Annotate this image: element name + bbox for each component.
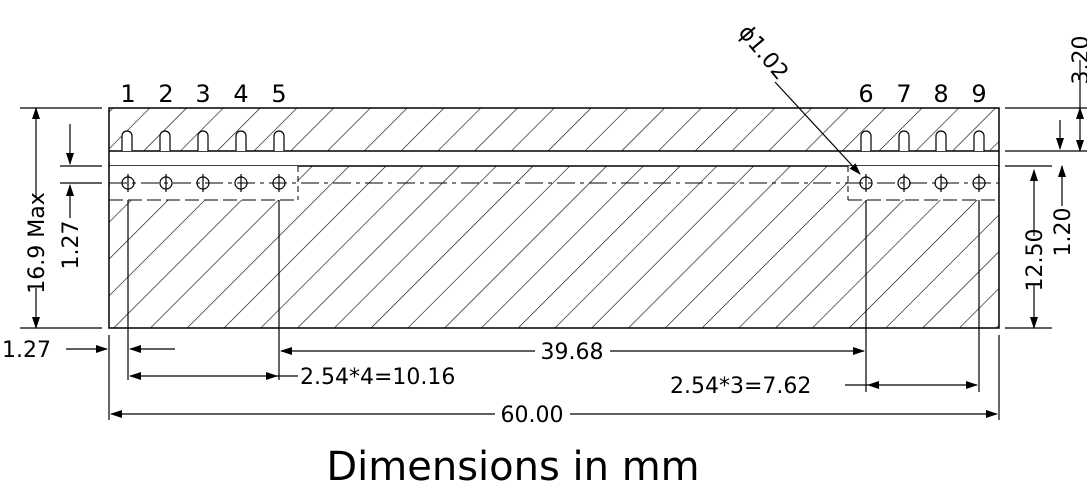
- pin-label-1: 1: [120, 80, 135, 108]
- dim-10-16: 2.54*4=10.16: [300, 365, 455, 390]
- pins-left: [121, 130, 286, 192]
- pin-label-7: 7: [896, 80, 911, 108]
- pin-label-5: 5: [271, 80, 286, 108]
- pins-right: [859, 130, 986, 192]
- pin-label-6: 6: [858, 80, 873, 108]
- dim-1-27-horizontal: 1.27: [2, 338, 51, 363]
- dim-3-20: 3.20: [1069, 36, 1087, 85]
- caption: Dimensions in mm: [326, 444, 699, 490]
- connector-body: [108, 107, 1000, 329]
- right-vertical-dimensions: [1005, 60, 1087, 329]
- dim-7-62: 2.54*3=7.62: [670, 374, 811, 399]
- dim-1-27-vertical: 1.27: [59, 221, 84, 270]
- pin-label-3: 3: [195, 80, 210, 108]
- pin-label-2: 2: [158, 80, 173, 108]
- diameter-label: ϕ1.02: [733, 20, 793, 85]
- horizontal-dimensions: [66, 200, 1000, 420]
- dim-39-68: 39.68: [541, 340, 604, 365]
- left-vertical-dimensions: [20, 107, 102, 329]
- dim-60-00: 60.00: [501, 403, 564, 428]
- pin-labels: 1 2 3 4 5 6 7 8 9: [120, 80, 986, 108]
- pin-label-9: 9: [971, 80, 986, 108]
- pin-label-4: 4: [233, 80, 248, 108]
- dim-16-9-max: 16.9 Max: [25, 192, 50, 293]
- dim-1-20: 1.20: [1051, 208, 1076, 257]
- pin-label-8: 8: [933, 80, 948, 108]
- dim-12-50: 12.50: [1023, 229, 1048, 292]
